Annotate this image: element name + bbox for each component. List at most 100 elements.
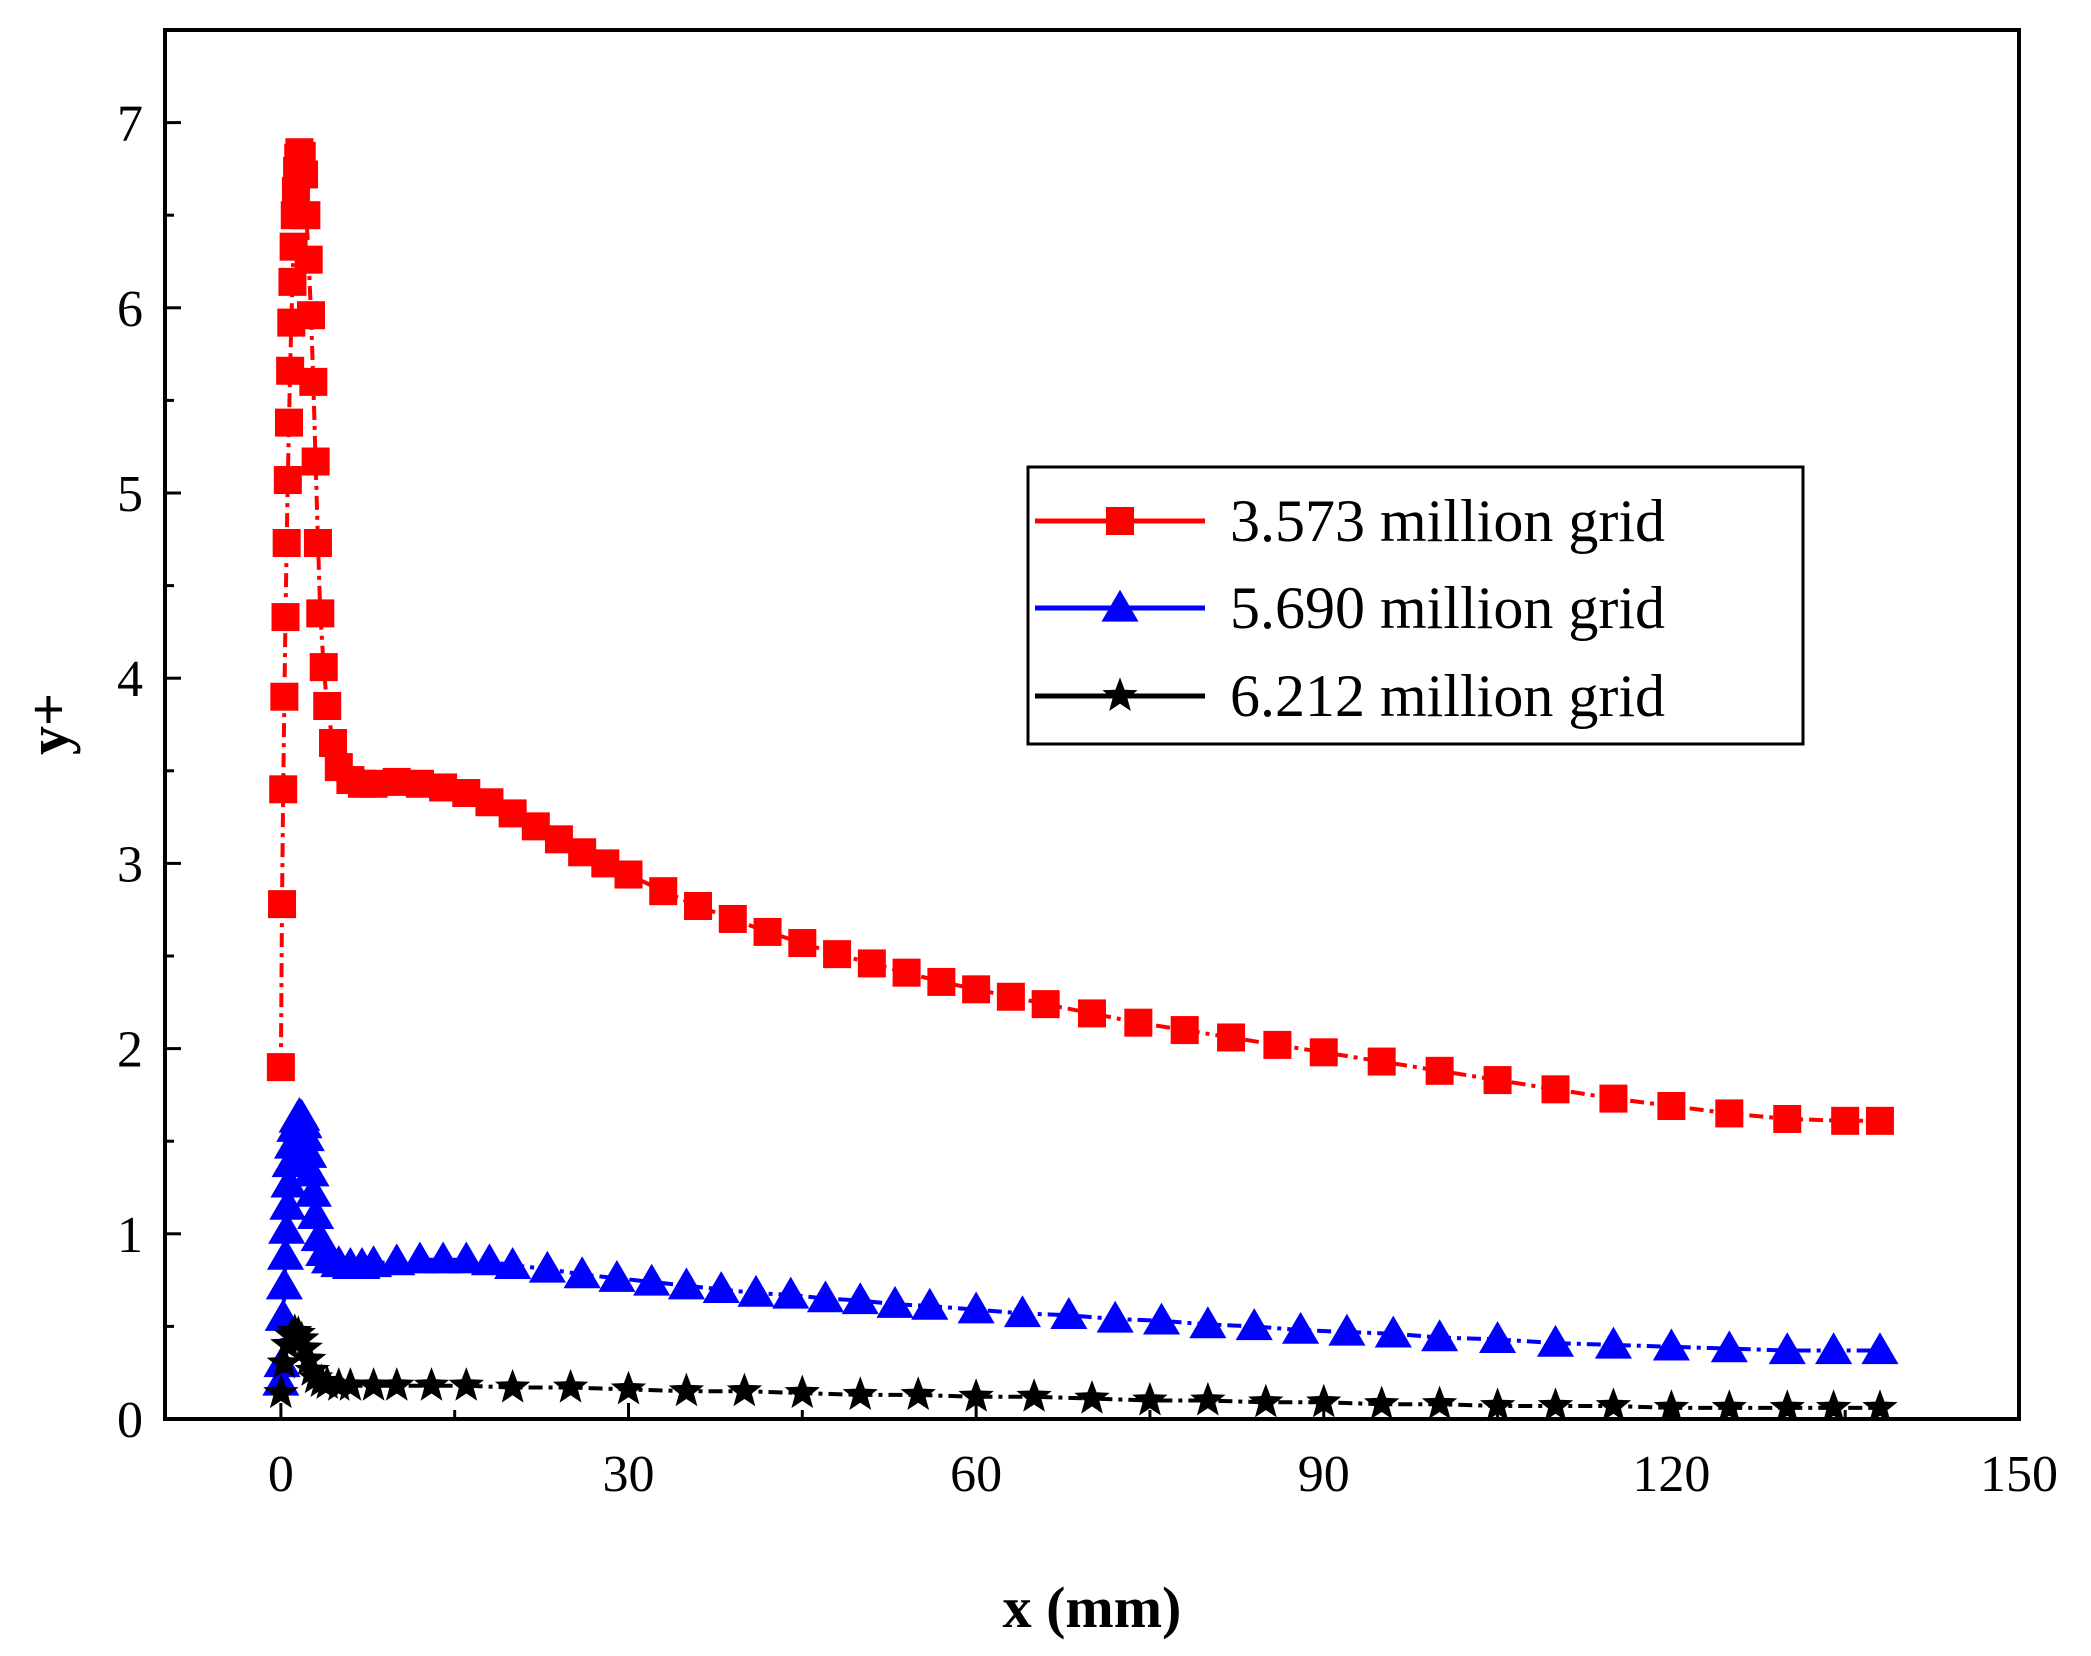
data-point [1862,1389,1898,1419]
data-point [1003,1295,1042,1328]
data-point [1364,1385,1400,1419]
data-point [841,1282,879,1315]
data-point [1235,1308,1273,1341]
data-point [1142,1302,1181,1335]
data-point [1425,1056,1454,1085]
data-point [1711,1389,1747,1419]
data-point [379,1367,415,1401]
data-point [1599,1084,1628,1113]
data-point [292,201,321,230]
x-tick-label: 120 [1632,1446,1710,1503]
data-point [1652,1328,1690,1361]
series-line [278,1112,1880,1383]
data-point [598,1260,636,1292]
data-point [823,940,852,969]
series-2 [262,1097,1899,1396]
data-point [494,1247,532,1279]
data-point [269,1187,307,1220]
data-point [266,1344,302,1379]
y-tick-label: 2 [117,1022,143,1079]
x-tick-label: 90 [1298,1446,1350,1503]
data-point [294,1174,332,1207]
data-point [1657,1092,1686,1121]
data-point [285,1106,323,1139]
data-point [563,1256,601,1289]
legend-item: 3.573 million grid [1035,488,1665,554]
data-point [649,877,678,906]
data-point [1831,1106,1860,1135]
x-tick-label: 0 [268,1446,294,1503]
data-point [962,975,991,1004]
data-point [772,1276,810,1309]
y-tick-label: 7 [117,96,143,153]
data-point [306,599,335,628]
data-point [610,1370,647,1405]
legend-label: 6.212 million grid [1230,663,1665,729]
data-point [272,529,301,558]
data-point [1768,1332,1806,1365]
data-point [303,529,332,558]
series-line [278,1329,1880,1410]
data-point [1096,1300,1134,1333]
data-point [1483,1066,1512,1095]
data-point [292,1154,330,1187]
data-point [614,860,643,889]
data-point [667,1267,705,1300]
data-point [447,1241,485,1274]
data-point [784,1374,820,1409]
data-point [1132,1381,1168,1416]
data-point [1541,1075,1570,1104]
data-point [1710,1330,1748,1363]
data-point [1861,1332,1899,1365]
data-point [876,1285,914,1318]
data-point [1479,1321,1517,1354]
series-1 [266,138,1894,1135]
data-point [996,982,1025,1011]
y-axis-ticks [165,121,181,1421]
data-point [1374,1315,1412,1348]
data-point [297,1197,335,1229]
data-point [892,958,921,987]
y-tick-label: 3 [117,836,143,893]
data-point [726,1372,763,1407]
data-point [1124,1008,1153,1037]
data-point [1773,1104,1802,1133]
data-point [1074,1380,1110,1414]
legend-label: 3.573 million grid [1230,488,1665,554]
data-point [1594,1326,1632,1359]
data-point [290,1135,328,1168]
data-point [753,917,782,946]
data-point [668,1372,705,1407]
data-point [299,367,328,396]
data-point [273,466,302,495]
data-point [957,1291,995,1324]
data-point [270,1165,308,1198]
data-point [1367,1047,1396,1076]
x-tick-label: 150 [1980,1446,2058,1503]
data-point [265,1267,303,1300]
data-point [1263,1030,1292,1059]
legend-marker [1101,589,1139,622]
data-point [718,904,747,933]
data-point [1189,1306,1227,1339]
legend-marker [1106,507,1134,535]
data-point [301,447,330,476]
data-point [1306,1383,1342,1418]
data-point [290,160,319,189]
data-point [448,1367,484,1401]
data-point [552,1368,589,1403]
y-axis-tick-labels: 0 1 2 3 4 5 6 7 [117,96,143,1449]
legend-label: 5.690 million grid [1230,575,1665,641]
data-point [1479,1387,1516,1419]
data-point [806,1280,845,1313]
data-point [284,1320,320,1355]
legend: 3.573 million grid 5.690 million grid 6.21… [1026,465,1805,746]
data-point [1595,1387,1632,1419]
data-point [1769,1389,1805,1419]
data-point [737,1274,775,1307]
data-point [1328,1313,1366,1346]
data-point [1653,1389,1690,1419]
x-axis-title: x (mm) [1003,1575,1182,1640]
y-tick-label: 1 [117,1207,143,1264]
plot-frame [163,28,2021,1421]
